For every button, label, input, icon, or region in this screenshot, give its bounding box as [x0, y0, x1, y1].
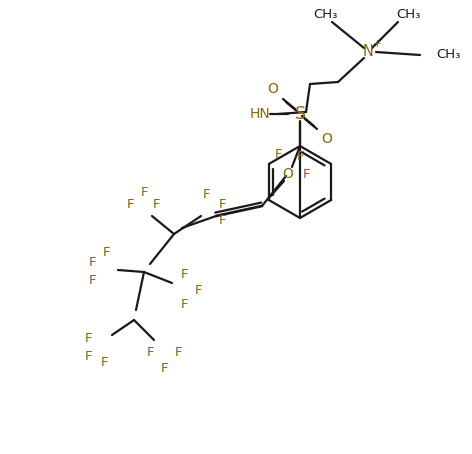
Text: F: F — [203, 188, 211, 202]
Text: CH₃: CH₃ — [396, 8, 420, 20]
Text: F: F — [302, 168, 310, 181]
Text: F: F — [100, 355, 108, 369]
Text: O: O — [321, 132, 332, 146]
Text: +: + — [373, 39, 381, 49]
Text: F: F — [84, 350, 92, 362]
Text: F: F — [219, 198, 227, 212]
Text: F: F — [160, 361, 168, 375]
Text: F: F — [102, 246, 110, 258]
Text: N: N — [362, 44, 373, 59]
Text: F: F — [194, 283, 202, 296]
Text: F: F — [126, 198, 134, 212]
Text: O: O — [283, 167, 294, 181]
Text: F: F — [152, 198, 160, 212]
Text: F: F — [88, 256, 96, 268]
Text: F: F — [274, 148, 282, 161]
Text: F: F — [84, 331, 92, 345]
Text: HN: HN — [250, 107, 270, 121]
Text: F: F — [174, 345, 182, 359]
Text: F: F — [88, 273, 96, 286]
Text: S: S — [295, 105, 305, 123]
Text: F: F — [180, 267, 188, 281]
Text: F: F — [140, 187, 148, 199]
Text: CH₃: CH₃ — [436, 49, 460, 61]
Text: F: F — [219, 214, 227, 227]
Text: O: O — [268, 82, 278, 96]
Text: F: F — [180, 297, 188, 311]
Text: F: F — [146, 345, 154, 359]
Text: CH₃: CH₃ — [313, 8, 337, 20]
Text: F: F — [296, 149, 304, 163]
